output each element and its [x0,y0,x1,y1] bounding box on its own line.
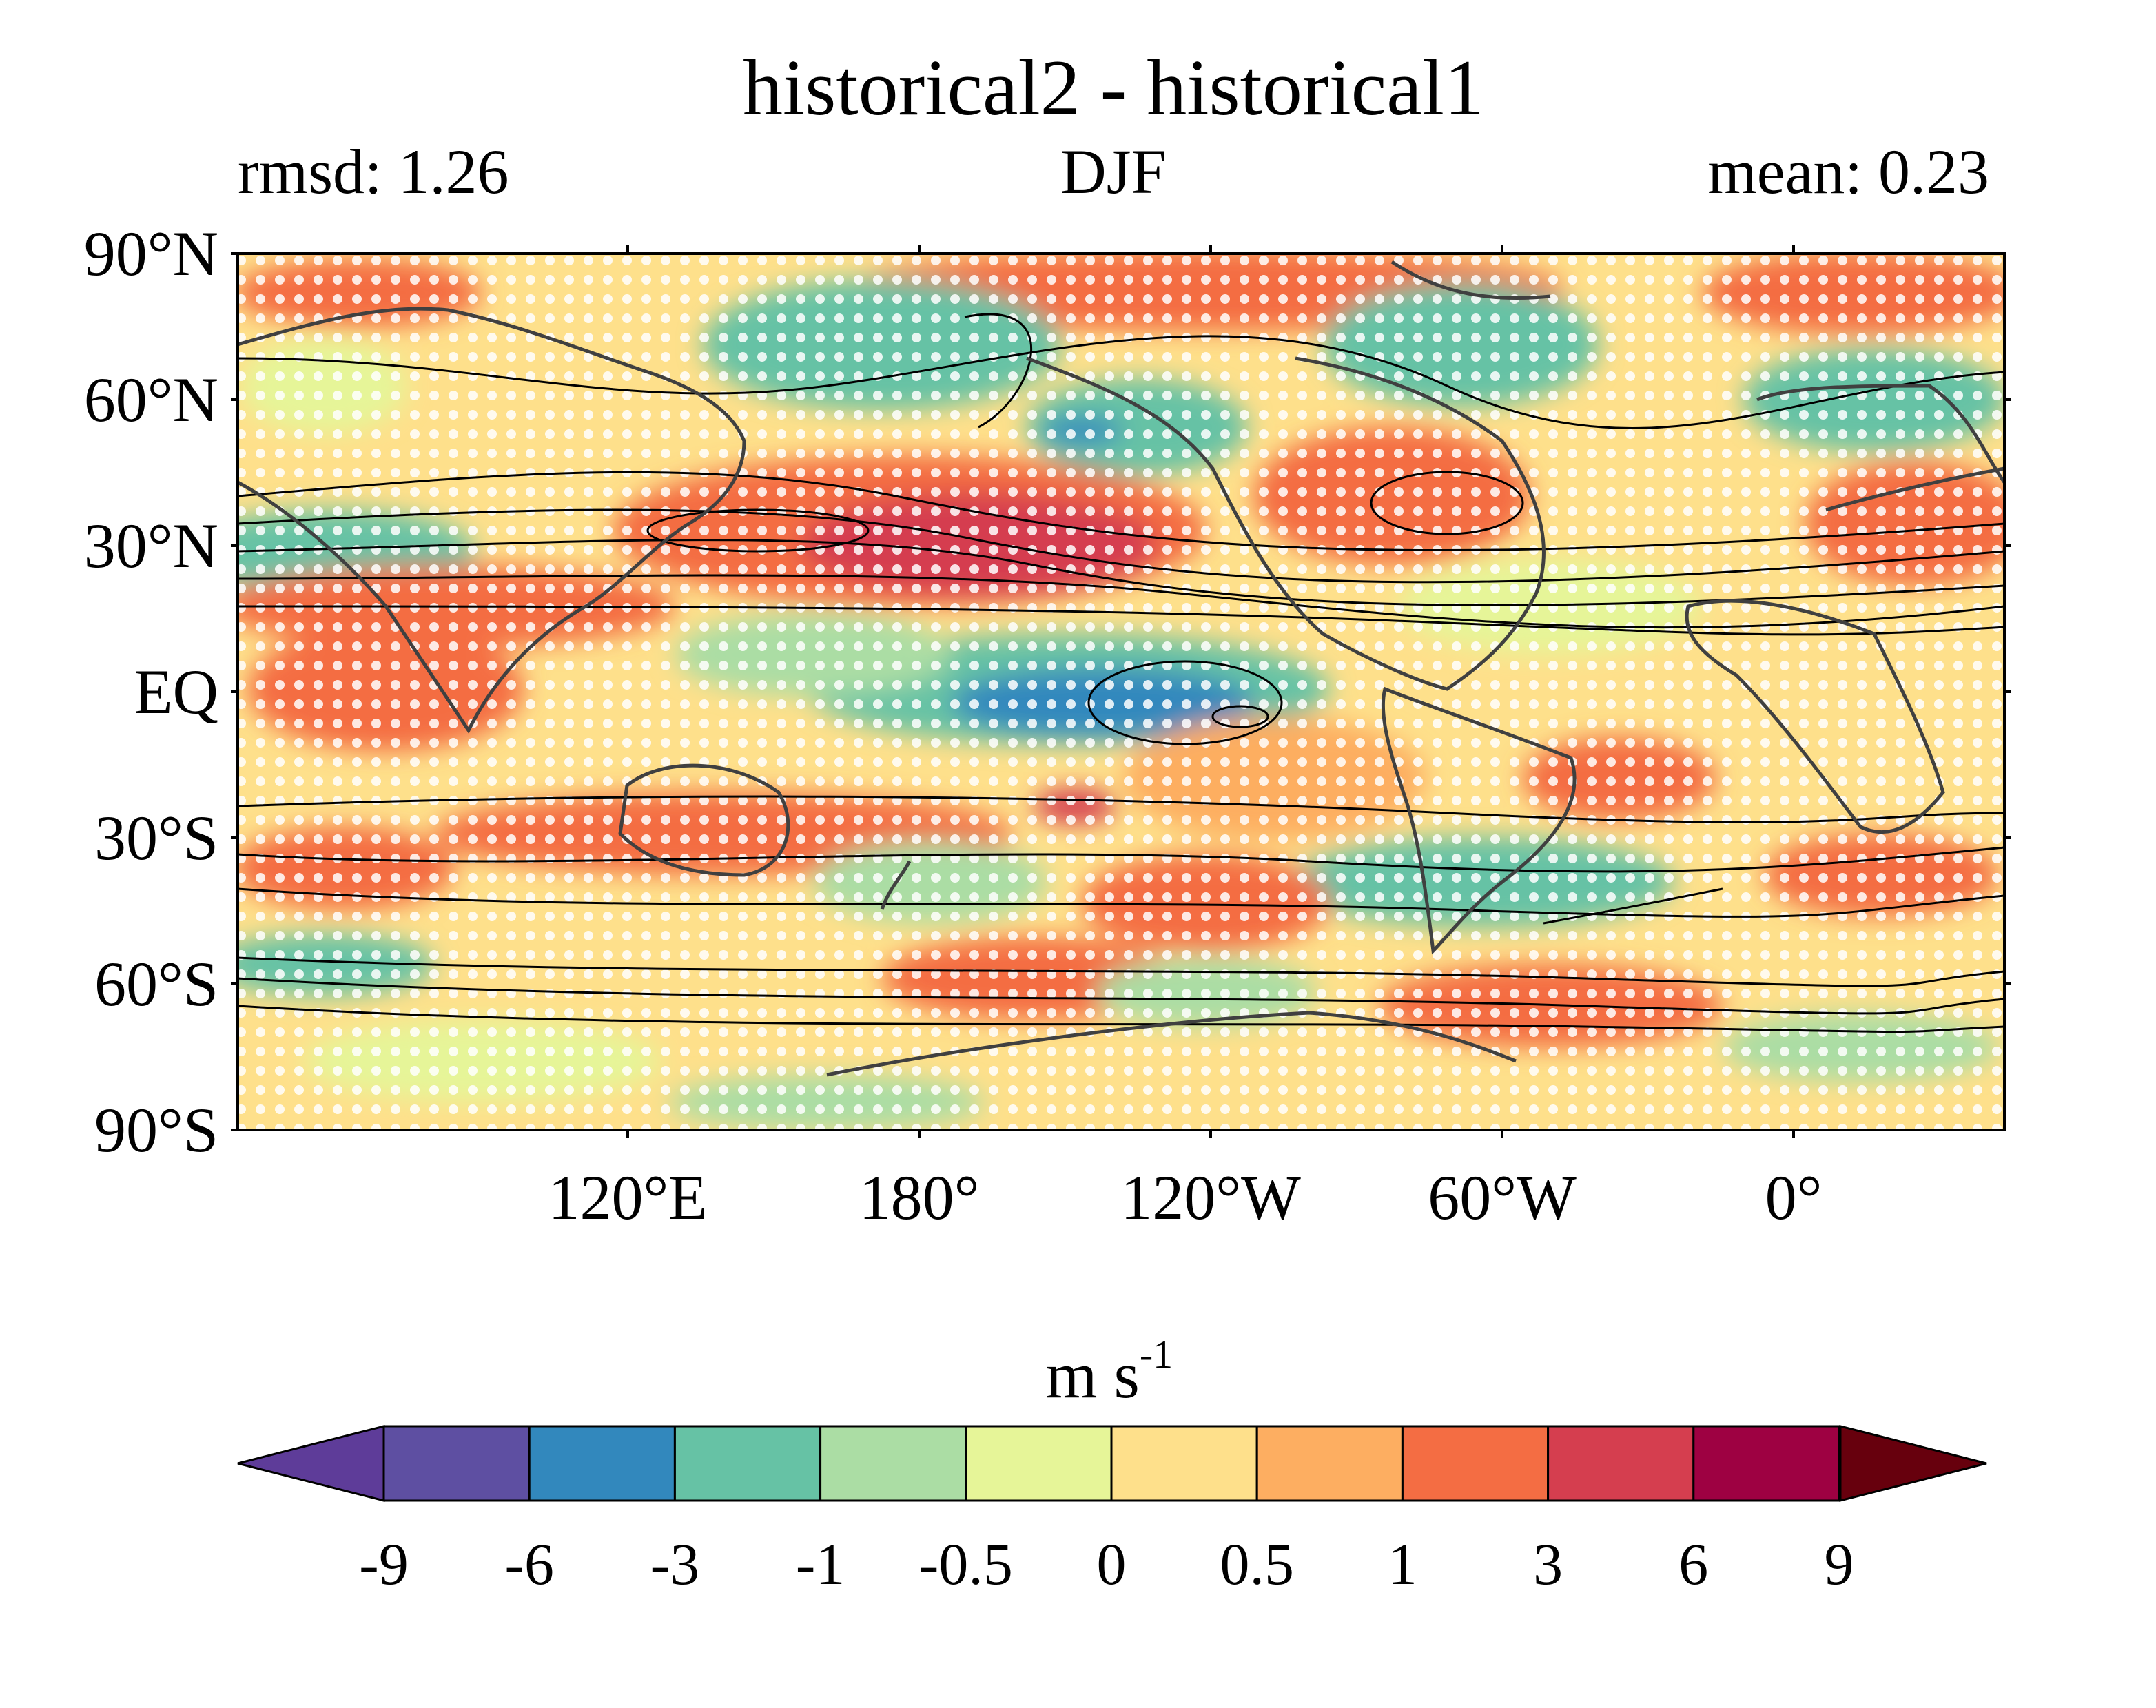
colorbar-box [1110,1425,1258,1502]
colorbar-tick-label: 6 [1678,1531,1709,1597]
colorbar-box [819,1425,967,1502]
colorbar-tick-label: 1 [1387,1531,1417,1597]
colorbar-box [1255,1425,1404,1502]
axis-ticks [231,245,2011,1138]
colorbar-tick-label: -3 [650,1531,700,1597]
climatology-contours [238,313,2004,1033]
coastlines [238,260,2004,1077]
season-annotation: DJF [1060,136,1167,207]
colorbar-box [1547,1425,1695,1502]
y-tick-label: 60°N [83,364,218,435]
x-tick-label: 0° [1765,1162,1823,1233]
rmsd-annotation: rmsd: 1.26 [238,136,509,207]
chart-title: historical2 - historical1 [743,44,1484,132]
colorbar-tick-label: -6 [504,1531,555,1597]
colorbar-box [1401,1425,1550,1502]
mean-annotation: mean: 0.23 [1707,136,1989,207]
colorbar-box [1692,1425,1840,1502]
y-tick-label: 60°S [94,949,218,1019]
colorbar-tick-label: -0.5 [918,1531,1013,1597]
colorbar-tick-label: 0.5 [1220,1531,1294,1597]
colorbar-extend-high [1839,1425,1987,1502]
y-tick-label: 30°S [94,803,218,873]
colorbar-box [382,1425,531,1502]
y-tick-label: EQ [134,657,218,727]
colorbar-tick-label: 3 [1533,1531,1563,1597]
colorbar-box [528,1425,676,1502]
x-tick-label: 180° [859,1162,980,1233]
colorbar-tick-label: -9 [359,1531,409,1597]
colorbar-box [965,1425,1113,1502]
y-tick-label: 90°N [83,218,218,289]
colorbar-tick-label: -1 [795,1531,845,1597]
y-tick-label: 90°S [94,1095,218,1165]
x-tick-label: 120°E [548,1162,708,1233]
colorbar [237,1425,1987,1502]
y-tick-label: 30°N [83,511,218,581]
x-tick-label: 120°W [1120,1162,1301,1233]
colorbar-tick-label: 0 [1096,1531,1127,1597]
colorbar-box [673,1425,822,1502]
anomaly-field [238,254,2004,1130]
colorbar-extend-low [237,1425,385,1502]
colorbar-unit-label: m s-1 [1045,1332,1173,1412]
colorbar-tick-label: 9 [1824,1531,1854,1597]
x-tick-label: 60°W [1428,1162,1577,1233]
